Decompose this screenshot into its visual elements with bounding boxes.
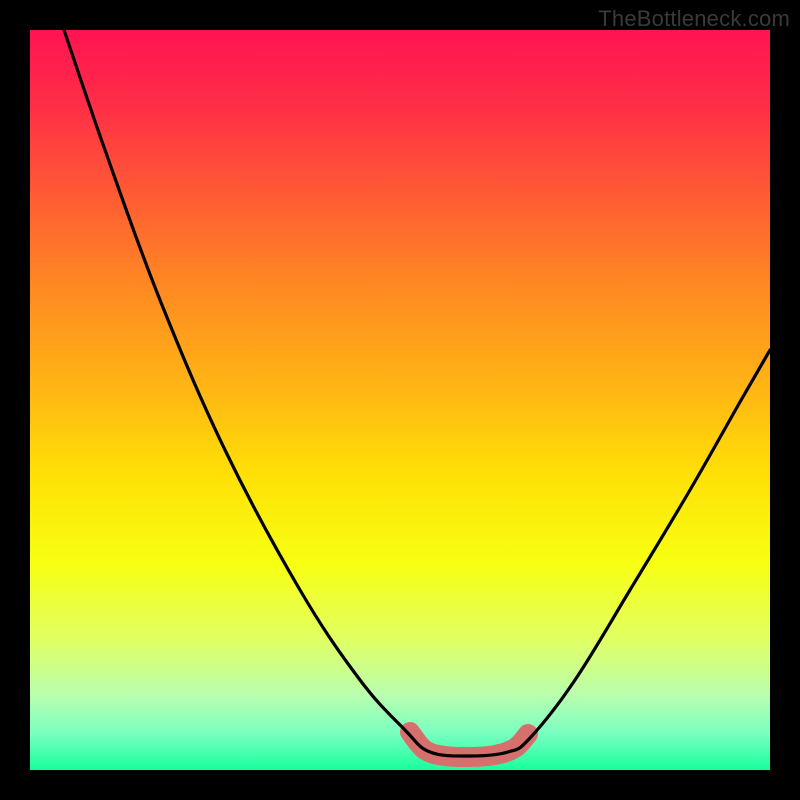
- attribution-label: TheBottleneck.com: [598, 6, 790, 32]
- frame-border: [0, 770, 800, 800]
- chart-frame: TheBottleneck.com: [0, 0, 800, 800]
- bottleneck-chart: [0, 0, 800, 800]
- frame-border: [770, 0, 800, 800]
- frame-border: [0, 0, 30, 800]
- plot-background: [30, 30, 770, 770]
